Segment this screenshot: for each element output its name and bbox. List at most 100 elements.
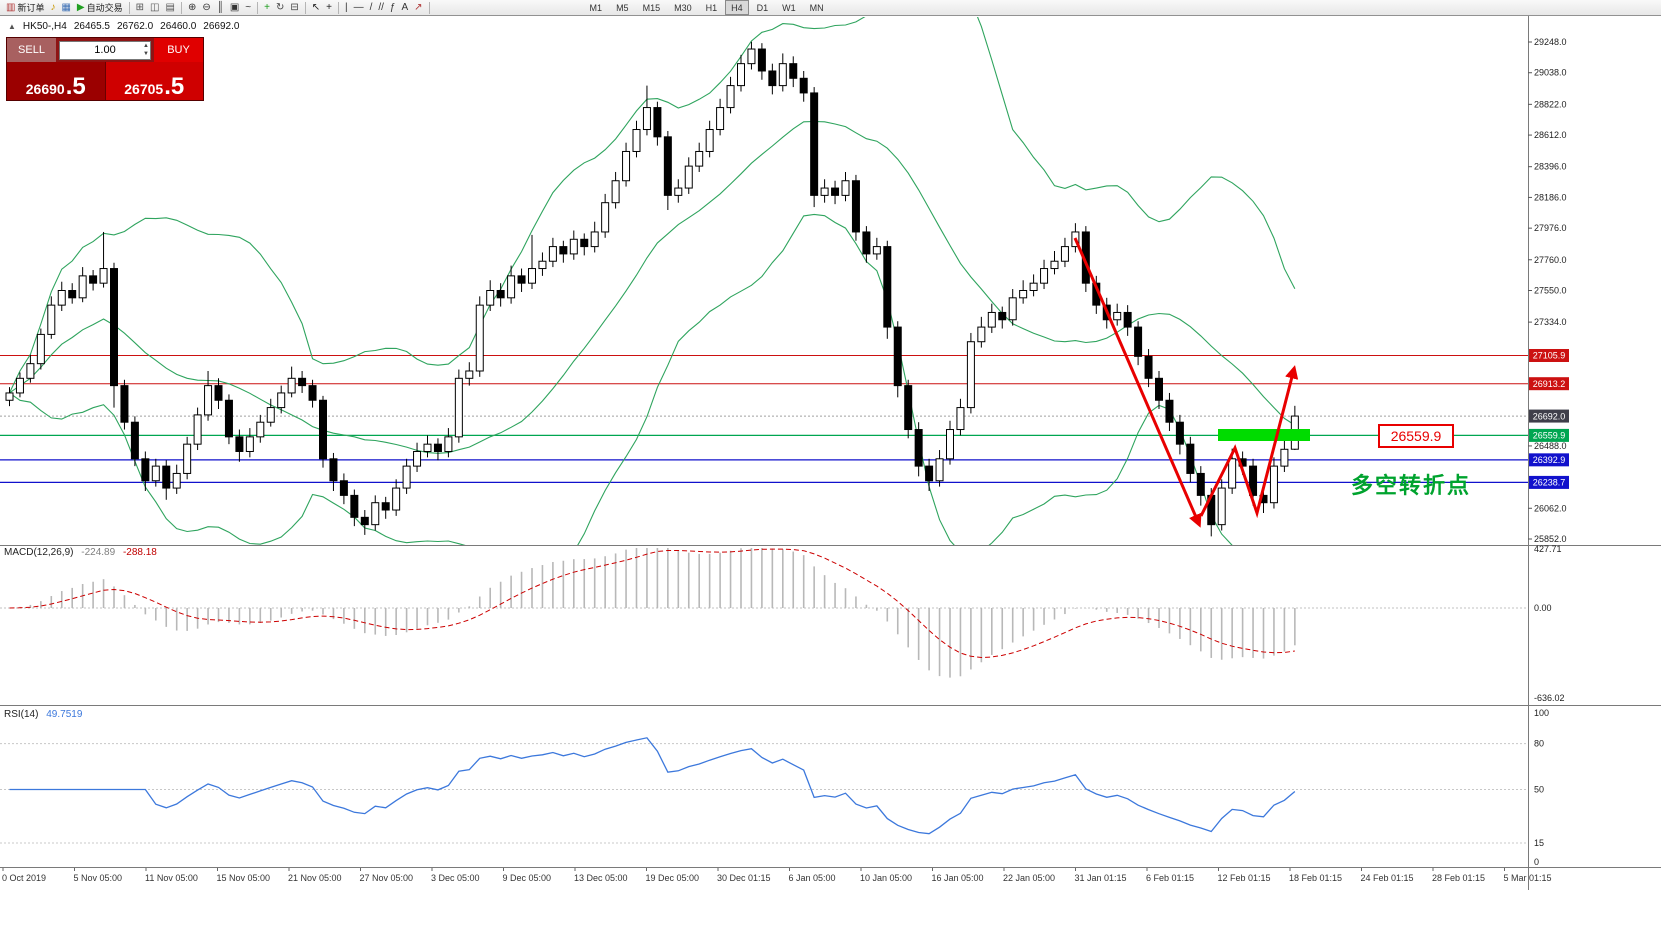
- time-label: 31 Jan 01:15: [1075, 873, 1127, 883]
- time-label: 18 Feb 01:15: [1289, 873, 1342, 883]
- buy-button[interactable]: BUY: [154, 38, 203, 62]
- toolbar-separator: [304, 1, 306, 14]
- bar-chart-icon[interactable]: ║: [214, 1, 227, 15]
- time-label: 16 Jan 05:00: [932, 873, 984, 883]
- time-label: 6 Feb 01:15: [1146, 873, 1194, 883]
- price-tick-label: 29038.0: [1534, 68, 1567, 78]
- time-label: 10 Jan 05:00: [860, 873, 912, 883]
- zoom-out-icon[interactable]: ⊖: [199, 1, 213, 15]
- volume-input[interactable]: 1.00 ▲ ▼: [59, 40, 151, 60]
- green-zone-rectangle[interactable]: [1218, 429, 1310, 441]
- price-tick-label: 27760.0: [1534, 255, 1567, 265]
- sell-button[interactable]: SELL: [7, 38, 56, 62]
- text-tool-icon[interactable]: A: [398, 1, 411, 15]
- price-tick-label: 27976.0: [1534, 223, 1567, 233]
- trendline-icon[interactable]: /: [367, 1, 376, 15]
- channel-icon[interactable]: //: [375, 1, 387, 15]
- auto-scroll-icon[interactable]: ↻: [273, 1, 287, 15]
- time-label: 27 Nov 05:00: [360, 873, 414, 883]
- timeframe-d1-button[interactable]: D1: [756, 2, 769, 13]
- ohlc-open: 26465.5: [73, 21, 110, 32]
- auto-trading-glyph: ▶: [76, 1, 85, 13]
- tile-windows-icon[interactable]: ⊞: [133, 1, 147, 15]
- timeframe-w1-button[interactable]: W1: [782, 2, 796, 13]
- chart-title: ▲ HK50-,H4 26465.5 26762.0 26460.0 26692…: [8, 21, 239, 32]
- price-badge-label: 26392.9: [1533, 455, 1566, 465]
- timeframe-h4-button[interactable]: H4: [725, 0, 749, 15]
- sell-price-main: 26690: [25, 81, 65, 97]
- zoom-in-icon-glyph: ⊕: [187, 1, 197, 13]
- rsi-panel: [0, 737, 1528, 844]
- chart-shift-icon[interactable]: ⊟: [287, 1, 301, 15]
- timeframe-m30-button[interactable]: M30: [674, 2, 692, 13]
- chart-annotations[interactable]: [1073, 237, 1310, 528]
- timeframe-m15-button[interactable]: M15: [642, 2, 661, 13]
- timeframe-mn-button[interactable]: MN: [809, 2, 824, 13]
- chart-shift-icon-glyph: ⊟: [290, 1, 299, 13]
- cascade-windows-icon[interactable]: ◫: [147, 1, 162, 15]
- red-down-arrow[interactable]: [1073, 237, 1202, 528]
- auto-trading-button[interactable]: ▶ 自动交易: [74, 1, 126, 15]
- line-chart-icon[interactable]: ~: [242, 1, 254, 15]
- time-label: 12 Feb 01:15: [1218, 873, 1271, 883]
- toolbar-separator: [428, 1, 430, 14]
- time-label: 24 Feb 01:15: [1361, 873, 1414, 883]
- price-tick-label: 28186.0: [1534, 192, 1567, 202]
- bar-chart-icon-glyph: ║: [216, 1, 224, 13]
- timeframe-h1-button[interactable]: H1: [705, 2, 718, 13]
- sell-price-pips: .5: [65, 73, 86, 100]
- fibonacci-icon[interactable]: ƒ: [387, 1, 399, 15]
- red-zigzag-arrow[interactable]: [1199, 365, 1299, 519]
- volume-decrease-icon[interactable]: ▼: [143, 50, 149, 57]
- price-badge: [1529, 453, 1569, 467]
- rsi-axis-label: 80: [1534, 739, 1544, 749]
- price-badge-label: 26913.2: [1533, 379, 1566, 389]
- ohlc-high: 26762.0: [116, 21, 154, 32]
- sound-alert-icon[interactable]: ♪: [47, 1, 58, 15]
- time-label: 11 Nov 05:00: [145, 873, 198, 883]
- arrange-windows-icon[interactable]: ▤: [162, 1, 177, 15]
- candlesticks: [5, 41, 1299, 537]
- trendline-icon-glyph: /: [369, 1, 373, 13]
- arrows-tool-icon-glyph: ↗: [414, 1, 423, 13]
- vertical-line-icon[interactable]: |: [342, 1, 351, 15]
- timeframe-m5-button[interactable]: M5: [616, 2, 629, 13]
- buy-price[interactable]: 26705.5: [105, 62, 203, 100]
- horizontal-line-icon-glyph: —: [353, 1, 364, 13]
- crosshair-icon-glyph: +: [326, 1, 332, 13]
- auto-trading-button-label: 自动交易: [86, 3, 123, 13]
- volume-increase-icon[interactable]: ▲: [143, 42, 149, 49]
- arrows-tool-icon[interactable]: ↗: [411, 1, 425, 15]
- cursor-icon[interactable]: ↖: [309, 1, 323, 15]
- horizontal-line-icon[interactable]: —: [351, 1, 367, 15]
- time-label: 3 Dec 05:00: [431, 873, 480, 883]
- price-badge: [1529, 348, 1569, 362]
- main-chart-panel[interactable]: [0, 0, 1528, 593]
- price-badge-label: 26238.7: [1533, 478, 1566, 488]
- sound-alert-icon-glyph: ♪: [50, 1, 56, 13]
- sell-price[interactable]: 26690.5: [7, 62, 106, 100]
- time-label: 19 Dec 05:00: [646, 873, 700, 883]
- zoom-in-icon[interactable]: ⊕: [185, 1, 199, 15]
- new-order-button[interactable]: ▥ 新订单: [3, 1, 47, 15]
- timeframe-m1-button[interactable]: M1: [589, 2, 603, 13]
- price-badge: [1529, 475, 1569, 489]
- price-badge: [1529, 428, 1569, 442]
- annotation-turning-point[interactable]: 多空转折点: [1351, 473, 1472, 498]
- annotation-price-label[interactable]: 26559.9: [1378, 424, 1454, 448]
- crosshair-icon[interactable]: +: [323, 1, 335, 15]
- volume-value: 1.00: [94, 44, 116, 56]
- line-chart-icon-glyph: ~: [245, 1, 252, 13]
- candlestick-chart-icon-glyph: ▣: [229, 1, 240, 13]
- candlestick-chart-icon[interactable]: ▣: [227, 1, 242, 15]
- toolbar-separator: [257, 1, 259, 14]
- time-label: 13 Dec 05:00: [574, 873, 628, 883]
- rsi-axis-label: 0: [1534, 857, 1539, 867]
- price-badge-label: 27105.9: [1533, 351, 1566, 361]
- text-tool-icon-glyph: A: [401, 1, 409, 13]
- market-watch-icon[interactable]: ▦: [58, 1, 73, 15]
- time-axis: 0 Oct 2019 5 Nov 05:00 11 Nov 05:00 15 Nov …: [2, 868, 1552, 883]
- symbol-period: HK50-,H4: [22, 21, 67, 32]
- add-indicator-button[interactable]: +: [261, 1, 273, 15]
